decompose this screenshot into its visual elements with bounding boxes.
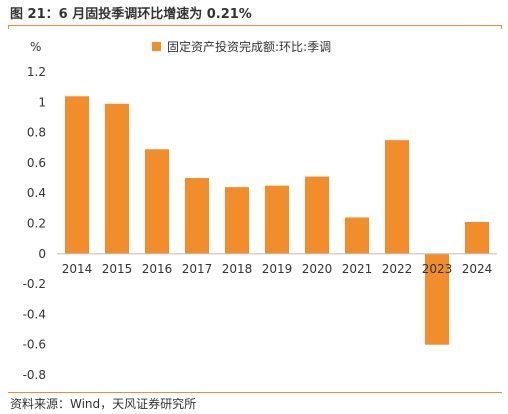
legend-label: 固定资产投资完成额:环比:季调 [167,40,332,54]
y-tick-label: 1.2 [27,65,46,79]
source-note: 资料来源：Wind，天风证券研究所 [10,397,197,411]
bar-2020 [305,176,329,254]
bar-2014 [65,96,89,254]
bar-2017 [185,178,209,254]
x-tick-label: 2017 [182,262,213,276]
bar-2015 [105,103,129,254]
bar-2018 [225,187,249,254]
y-tick-label: -0.8 [23,368,46,382]
bar-2021 [345,217,369,254]
source-divider [8,392,502,393]
x-tick-label: 2021 [342,262,373,276]
y-tick-label: 0.2 [27,217,46,231]
y-tick-label: 0.6 [27,156,46,170]
bar-2019 [265,185,289,254]
bar-2016 [145,149,169,254]
x-tick-label: 2016 [142,262,173,276]
y-tick-label: 1 [38,95,46,109]
y-tick-label: 0.4 [27,186,46,200]
title-divider-left-tick [8,25,9,29]
bar-2022 [385,140,409,254]
x-tick-label: 2022 [382,262,413,276]
x-tick-label: 2014 [62,262,93,276]
y-axis-unit: % [30,40,42,54]
x-tick-label: 2023 [422,262,453,276]
x-tick-label: 2024 [462,262,493,276]
chart-legend: 固定资产投资完成额:环比:季调 [152,38,331,55]
y-tick-label: -0.6 [23,338,46,352]
x-tick-label: 2019 [262,262,293,276]
y-tick-label: 0.8 [27,126,46,140]
y-tick-label: -0.2 [23,277,46,291]
title-divider [8,25,502,26]
bar-2023 [425,253,449,345]
y-tick-label: -0.4 [23,307,46,321]
bar-2024 [465,221,489,254]
x-tick-label: 2015 [102,262,133,276]
chart-title: 图 21：6 月固投季调环比增速为 0.21% [10,7,252,22]
title-divider-right-tick [501,25,502,29]
legend-swatch [152,42,161,51]
x-tick-label: 2020 [302,262,333,276]
x-tick-label: 2018 [222,262,253,276]
y-tick-label: 0 [38,247,46,261]
